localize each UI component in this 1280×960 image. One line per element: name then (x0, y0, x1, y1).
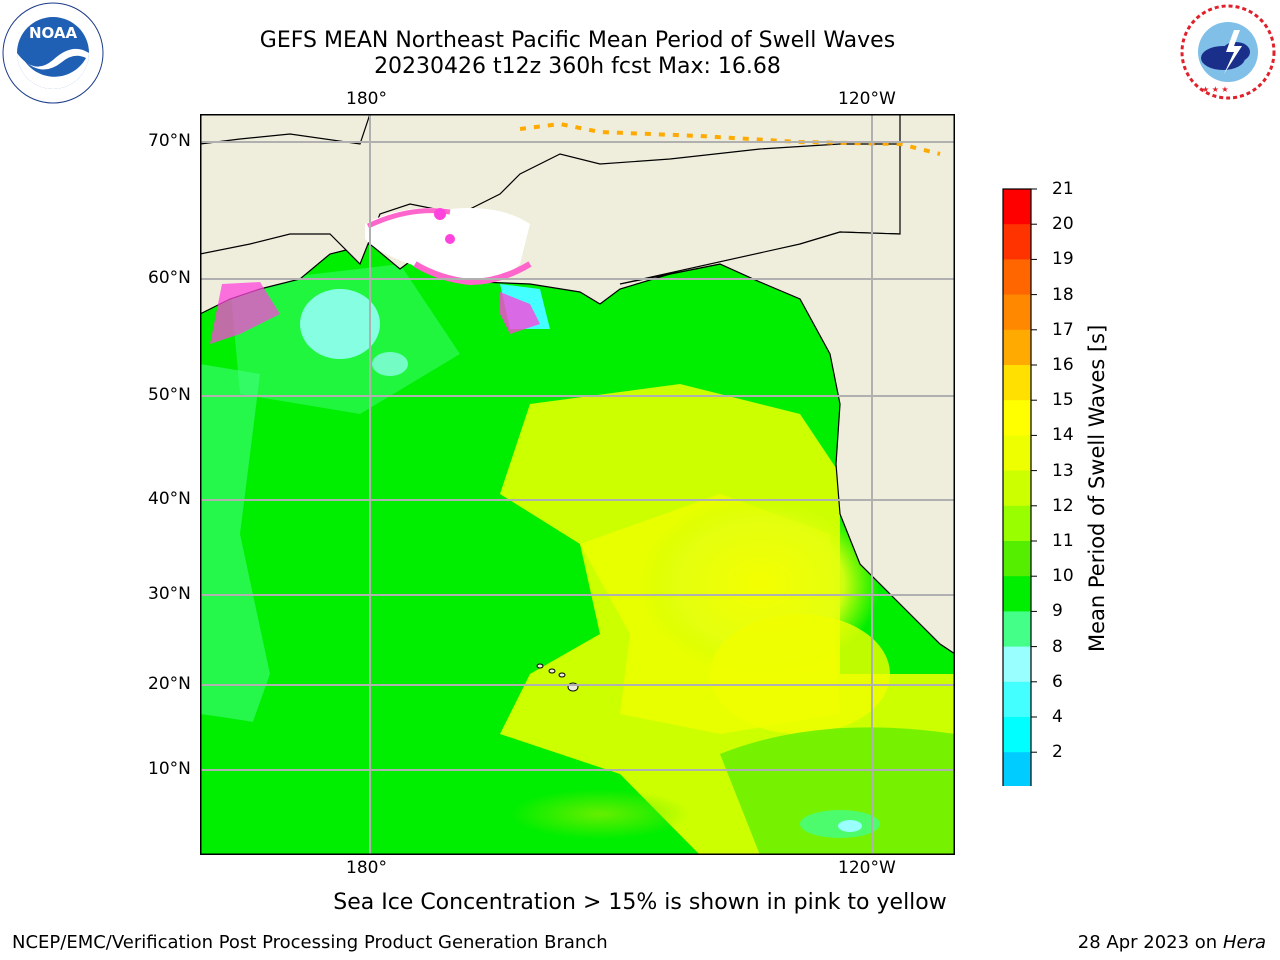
map-graticule (200, 114, 955, 855)
colorbar-tick-label: 11 (1052, 531, 1074, 551)
colorbar-segment (1003, 470, 1031, 507)
lat-label-10n: 10°N (148, 759, 191, 779)
colorbar-segment (1003, 400, 1031, 436)
footer-left: NCEP/EMC/Verification Post Processing Pr… (12, 932, 608, 953)
bottom-lon-label-120w: 120°W (838, 858, 896, 878)
colorbar-tick-label: 15 (1052, 390, 1074, 411)
colorbar-tick-label: 9 (1052, 601, 1063, 622)
colorbar-tick-label: 18 (1052, 284, 1074, 305)
nws-logo: ★ ★ ★ (1178, 2, 1278, 102)
lat-label-60n: 60°N (148, 268, 191, 288)
svg-text:★ ★ ★: ★ ★ ★ (1202, 85, 1229, 94)
top-lon-label-180: 180° (346, 89, 387, 109)
colorbar-segment (1003, 681, 1031, 718)
colorbar-tick-label: 12 (1052, 495, 1074, 516)
colorbar-segment (1003, 646, 1031, 683)
noaa-logo-text: NOAA (29, 24, 78, 42)
bottom-lon-label-180: 180° (346, 858, 387, 878)
sea-ice-bering (365, 208, 530, 283)
footer-host: Hera (1222, 932, 1266, 953)
colorbar-segment (1003, 717, 1031, 753)
colorbar-tick-label: 19 (1052, 249, 1074, 270)
noaa-logo: NOAA (2, 2, 104, 104)
footer-date: 28 Apr 2023 on (1077, 932, 1223, 953)
colorbar (1000, 186, 1040, 852)
colorbar-segment (1003, 611, 1031, 648)
colorbar-segment (1003, 365, 1031, 401)
colorbar-tick-label: 10 (1052, 566, 1074, 587)
lat-label-40n: 40°N (148, 489, 191, 509)
lat-label-30n: 30°N (148, 584, 191, 604)
colorbar-tick-label: 16 (1052, 355, 1074, 375)
sea-ice-caption: Sea Ice Concentration > 15% is shown in … (333, 890, 947, 915)
colorbar-segment (1003, 189, 1031, 225)
colorbar-segment (1003, 541, 1031, 577)
colorbar-segment (1003, 505, 1031, 542)
colorbar-tick-label: 2 (1052, 742, 1063, 763)
colorbar-segment (1003, 294, 1031, 331)
lat-label-20n: 20°N (148, 674, 191, 694)
colorbar-segment (1003, 576, 1031, 612)
colorbar-segment (1003, 752, 1031, 788)
colorbar-segment (1003, 435, 1031, 472)
colorbar-tick-label: 21 (1052, 179, 1074, 199)
colorbar-title: Mean Period of Swell Waves [s] (1085, 324, 1109, 652)
lat-label-70n: 70°N (148, 131, 191, 151)
colorbar-tick-label: 14 (1052, 425, 1074, 446)
map-subtitle: 20230426 t12z 360h fcst Max: 16.68 (374, 54, 781, 79)
colorbar-tick-label: 4 (1052, 707, 1063, 727)
colorbar-tick-label: 17 (1052, 319, 1074, 340)
colorbar-segment (1003, 224, 1031, 260)
top-lon-label-120w: 120°W (838, 89, 896, 109)
lat-label-50n: 50°N (148, 385, 191, 405)
map-panel (200, 114, 955, 855)
colorbar-segment (1003, 329, 1031, 366)
colorbar-tick-label: 13 (1052, 460, 1074, 481)
colorbar-tick-label: 8 (1052, 636, 1063, 657)
map-title: GEFS MEAN Northeast Pacific Mean Period … (259, 28, 896, 53)
footer-right: 28 Apr 2023 on Hera (1078, 932, 1266, 953)
colorbar-tick-label: 6 (1052, 671, 1063, 692)
colorbar-segment (1003, 259, 1031, 296)
colorbar-tick-label: 20 (1052, 214, 1074, 235)
